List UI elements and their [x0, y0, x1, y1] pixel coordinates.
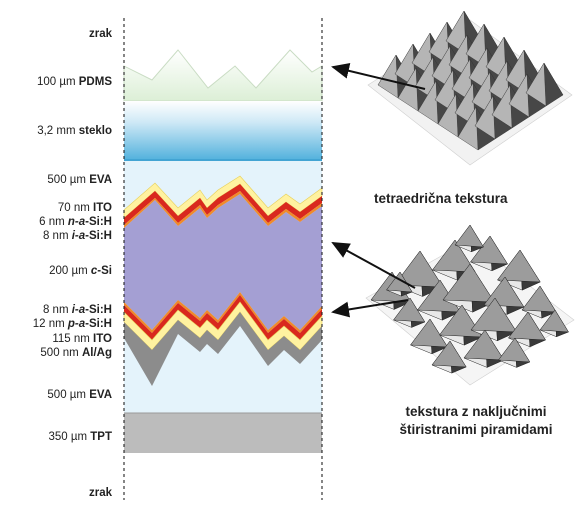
tetrahedron-face	[448, 34, 470, 79]
tetrahedron-face	[417, 80, 439, 125]
label-i-asi-bottom: 8 nm i-a-Si:H	[42, 304, 112, 316]
top-film-stack	[123, 175, 323, 386]
tetrahedron-face	[454, 82, 476, 127]
tetrahedron-face	[414, 56, 436, 101]
tetrahedron-face	[434, 69, 456, 114]
i-asi-top-layer	[124, 191, 322, 228]
p-asi-layer	[124, 295, 322, 340]
tetrahedron-face	[431, 45, 453, 90]
pyramid-face	[431, 340, 467, 368]
tetrahedron-face	[445, 10, 467, 55]
pyramid-face	[432, 239, 476, 273]
pyramid-face	[454, 224, 484, 248]
pyramid-face	[442, 263, 495, 303]
glass-layer	[124, 101, 322, 161]
tetrahedron-face	[465, 23, 487, 68]
tpt-layer	[124, 413, 322, 453]
pyramid-face	[463, 329, 505, 361]
label-air-top: zrak	[88, 28, 112, 40]
random-pyramids-caption: tekstura z naključnimi štiristranimi pir…	[376, 403, 576, 439]
arrow-to-bottom-interface	[331, 299, 409, 318]
tetrahedron-face	[485, 36, 507, 81]
label-air-bottom: zrak	[88, 487, 112, 499]
pyramid-face	[410, 318, 449, 348]
pyramid-face	[521, 285, 557, 313]
label-i-asi-top: 8 nm i-a-Si:H	[42, 230, 112, 242]
label-eva-top: 500 µm EVA	[47, 174, 112, 186]
label-ito-bottom: 115 nm ITO	[52, 333, 112, 345]
tetrahedron-face	[525, 62, 547, 107]
pyramid-face	[508, 311, 547, 341]
arrow-to-pdms	[331, 62, 426, 90]
tetrahedron-face	[397, 67, 419, 112]
tetrahedron-face	[471, 71, 493, 116]
tetrahedron-face	[411, 32, 433, 77]
tetrahedron-face	[394, 43, 416, 88]
label-c-si: 200 µm c-Si	[49, 265, 112, 277]
tetrahedron-face	[474, 95, 496, 140]
tetrahedron-face	[428, 21, 450, 66]
tetrahedron-face	[488, 60, 510, 105]
tetrahedron-face	[451, 58, 473, 103]
i-asi-bottom-layer	[124, 292, 322, 333]
tetrahedron-face	[457, 106, 479, 151]
metal-layer	[124, 312, 322, 386]
random-pyramid-texture-image	[365, 224, 575, 386]
tetrahedron-face	[377, 54, 399, 99]
c-si-layer	[124, 194, 322, 330]
tetrahedron-face	[491, 84, 513, 129]
label-p-asi: 12 nm p-a-Si:H	[32, 318, 112, 330]
pyramid-face	[470, 297, 518, 333]
pyramid-face	[470, 235, 509, 265]
tetrahedron-face	[468, 47, 490, 92]
pyramid-face	[539, 309, 569, 333]
random-pyramids-caption-line2: štiristranimi piramidami	[399, 422, 553, 437]
pyramid-face	[498, 337, 531, 363]
pdms-layer	[123, 49, 323, 102]
arrow-to-top-interface	[331, 242, 416, 289]
pyramid-face	[394, 250, 444, 288]
tetrahedral-caption: tetraedrična tekstura	[374, 191, 508, 206]
label-pdms: 100 µm PDMS	[36, 76, 112, 88]
label-glass: 3,2 mm steklo	[37, 125, 112, 137]
label-eva-bottom: 500 µm EVA	[47, 389, 112, 401]
random-pyramids-caption-line1: tekstura z naključnimi	[405, 404, 547, 419]
label-ito-top: 70 nm ITO	[57, 202, 112, 214]
tetrahedron-face	[505, 49, 527, 94]
label-n-asi: 6 nm n-a-Si:H	[39, 216, 112, 228]
n-asi-layer	[124, 184, 322, 225]
tetrahedral-texture-image	[367, 10, 573, 166]
pyramid-face	[497, 249, 541, 283]
label-tpt: 350 µm TPT	[48, 431, 112, 443]
label-metal: 500 nm Al/Ag	[40, 347, 112, 359]
tetrahedron-face	[437, 93, 459, 138]
tetrahedron-face	[508, 73, 530, 118]
